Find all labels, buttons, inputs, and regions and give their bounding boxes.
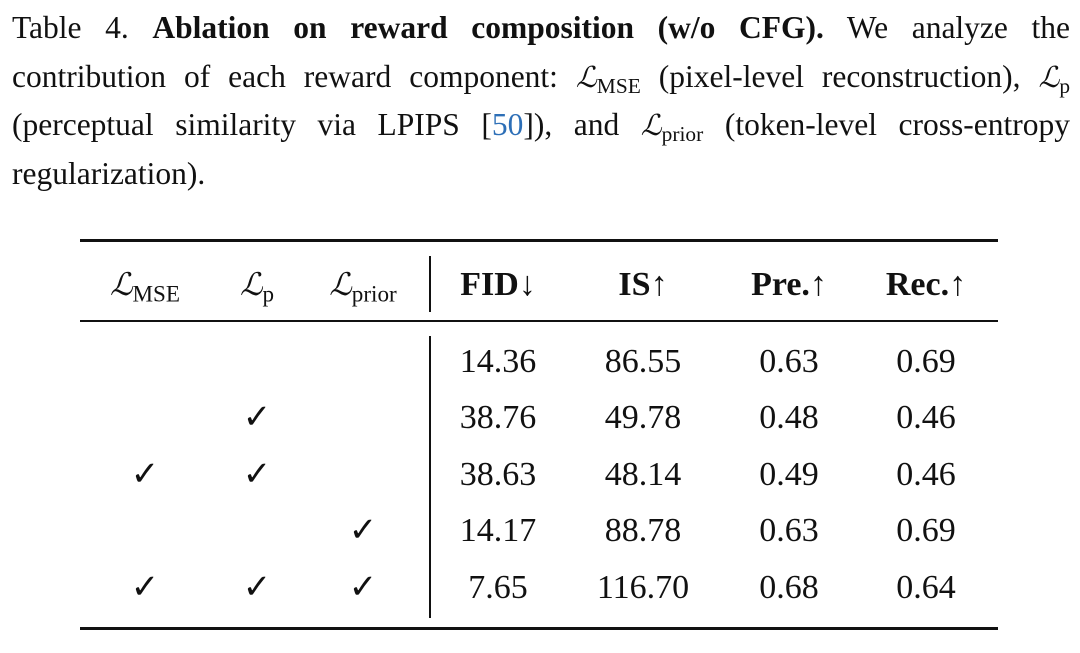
- table-cell: 116.70: [596, 569, 690, 606]
- table-cell: 0.46: [896, 456, 956, 493]
- caption-math: ℒp: [1038, 59, 1071, 98]
- caption-text: Ablation on reward composition (w/o CFG)…: [152, 10, 824, 45]
- header-math: ℒMSE: [109, 266, 180, 306]
- table-cell: 7.65: [468, 569, 528, 606]
- caption-math: ℒMSE: [575, 59, 641, 98]
- math-symbol: ℒ: [109, 267, 133, 303]
- table-cell: 49.78: [604, 399, 682, 436]
- column-divider: [429, 336, 431, 618]
- header-cell: FID↓: [460, 266, 536, 303]
- header-math: ℒprior: [329, 266, 396, 306]
- table-cell: 48.14: [604, 456, 682, 493]
- math-subscript: p: [262, 281, 275, 308]
- header-cell: ℒMSE: [55, 265, 235, 306]
- table-cell: 14.36: [459, 343, 537, 380]
- table-caption: Table 4. Ablation on reward composition …: [12, 4, 1070, 198]
- math-subscript: prior: [661, 121, 704, 146]
- table-cell: ✓: [242, 399, 272, 436]
- table-cell: ✓: [242, 456, 272, 493]
- caption-text: We analyze the contribution of each rewa…: [12, 10, 1071, 94]
- header-cell: IS↑: [618, 266, 668, 303]
- table-cell: ✓: [348, 512, 378, 549]
- table-cell: 38.76: [459, 399, 537, 436]
- math-symbol: ℒ: [1038, 59, 1060, 94]
- math-symbol: ℒ: [329, 267, 352, 303]
- table-cell: 38.63: [459, 456, 537, 493]
- table-cell: 0.64: [896, 569, 956, 606]
- math-subscript: MSE: [596, 73, 641, 98]
- caption-text: ]),: [523, 107, 553, 142]
- math-subscript: MSE: [132, 281, 181, 308]
- caption-text: Table 4.: [12, 10, 129, 45]
- caption-math: ℒprior: [640, 107, 704, 145]
- table-cell: ✓: [242, 569, 272, 606]
- mid-rule: [80, 320, 998, 322]
- table-cell: ✓: [348, 569, 378, 606]
- caption-text: 50: [491, 107, 524, 142]
- caption-text: (perceptual similarity via LPIPS [: [12, 107, 492, 142]
- math-symbol: ℒ: [575, 59, 597, 94]
- table-cell: ✓: [130, 456, 160, 493]
- table-cell: 0.63: [759, 343, 819, 380]
- header-math: ℒp: [239, 266, 274, 306]
- header-cell: Pre.↑: [751, 266, 827, 303]
- caption-text: (token-level cross-entropy regularizatio…: [12, 107, 1070, 191]
- table-cell: 0.46: [896, 399, 956, 436]
- math-symbol: ℒ: [239, 267, 263, 303]
- header-cell: Rec.↑: [885, 266, 967, 303]
- table-cell: 0.69: [896, 343, 956, 380]
- header-cell: ℒprior: [273, 265, 453, 306]
- math-subscript: prior: [351, 281, 397, 308]
- caption-text: and: [573, 107, 620, 142]
- table-cell: 0.68: [759, 569, 819, 606]
- column-divider: [429, 256, 431, 312]
- table-cell: 0.49: [759, 456, 819, 493]
- table-cell: 0.63: [759, 512, 819, 549]
- math-subscript: p: [1059, 73, 1071, 98]
- header-cell: ℒp: [167, 265, 347, 306]
- table-cell: 14.17: [459, 512, 537, 549]
- table-cell: ✓: [130, 569, 160, 606]
- top-rule: [80, 239, 998, 242]
- bottom-rule: [80, 627, 998, 630]
- table-cell: 0.69: [896, 512, 956, 549]
- math-symbol: ℒ: [640, 108, 662, 142]
- table-cell: 0.48: [759, 399, 819, 436]
- table-cell: 86.55: [604, 343, 682, 380]
- table-cell: 88.78: [604, 512, 682, 549]
- caption-text: (pixel-level reconstruction),: [658, 58, 1021, 94]
